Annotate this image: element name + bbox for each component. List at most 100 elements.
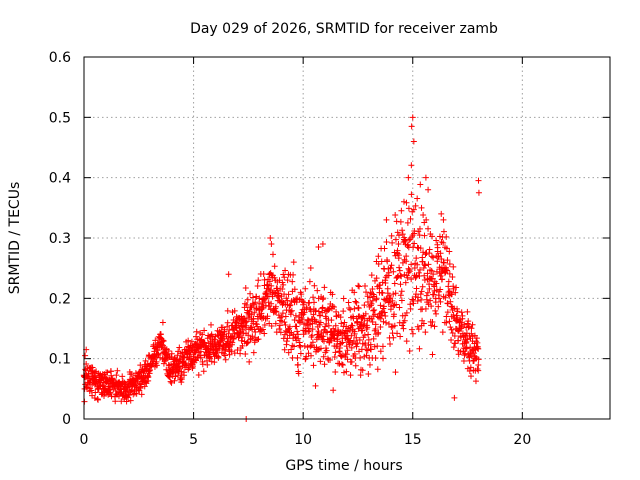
data-point	[281, 319, 288, 326]
data-point	[437, 298, 444, 305]
data-point	[293, 323, 300, 330]
data-point	[395, 232, 402, 239]
data-point	[399, 322, 406, 329]
data-point	[369, 286, 376, 293]
data-point	[437, 250, 444, 257]
data-point	[387, 340, 394, 347]
data-point	[272, 308, 279, 315]
data-point	[461, 321, 468, 328]
data-point	[260, 271, 267, 278]
data-point	[416, 232, 423, 239]
data-point	[268, 241, 275, 248]
data-point	[386, 298, 393, 305]
x-tick-label: 0	[80, 432, 89, 448]
y-tick-label: 0.2	[49, 291, 71, 307]
data-point	[137, 362, 144, 369]
data-point	[475, 189, 482, 196]
data-point	[330, 304, 337, 311]
data-point	[267, 306, 274, 313]
data-point	[417, 245, 424, 252]
data-point	[377, 302, 384, 309]
data-point	[345, 299, 352, 306]
data-point	[468, 373, 475, 380]
data-point	[457, 348, 464, 355]
data-point	[401, 237, 408, 244]
data-point	[372, 321, 379, 328]
data-point	[450, 285, 457, 292]
data-point	[115, 393, 122, 400]
data-point	[311, 282, 318, 289]
data-point	[428, 303, 435, 310]
data-point	[437, 272, 444, 279]
data-point	[395, 255, 402, 262]
data-point	[408, 261, 415, 268]
data-point	[459, 312, 466, 319]
data-point	[314, 287, 321, 294]
data-point	[382, 313, 389, 320]
data-point	[315, 346, 322, 353]
data-point	[433, 268, 440, 275]
data-point	[263, 293, 270, 300]
data-point	[388, 262, 395, 269]
data-point	[259, 326, 266, 333]
data-point	[390, 334, 397, 341]
data-point	[295, 335, 302, 342]
data-point	[298, 291, 305, 298]
data-point	[268, 300, 275, 307]
data-point	[384, 258, 391, 265]
data-point	[261, 330, 268, 337]
data-point	[343, 343, 350, 350]
data-point	[255, 336, 262, 343]
data-point	[166, 374, 173, 381]
data-point	[455, 337, 462, 344]
data-point	[424, 270, 431, 277]
data-point	[287, 301, 294, 308]
data-point	[465, 318, 472, 325]
data-point	[284, 277, 291, 284]
data-point	[454, 308, 461, 315]
data-point	[414, 244, 421, 251]
data-point	[392, 369, 399, 376]
data-point	[444, 309, 451, 316]
data-point	[297, 350, 304, 357]
data-point	[359, 367, 366, 374]
data-point	[347, 372, 354, 379]
data-point	[409, 296, 416, 303]
data-point	[82, 352, 89, 359]
data-point	[319, 241, 326, 248]
data-point	[251, 309, 258, 316]
data-point	[475, 361, 482, 368]
data-point	[160, 337, 167, 344]
data-point	[416, 225, 423, 232]
data-point	[300, 321, 307, 328]
data-point	[185, 337, 192, 344]
data-point	[225, 271, 232, 278]
data-point	[365, 331, 372, 338]
data-point	[307, 343, 314, 350]
data-point	[280, 271, 287, 278]
data-point	[353, 299, 360, 306]
data-point	[422, 305, 429, 312]
data-point	[252, 299, 259, 306]
data-point	[127, 397, 134, 404]
data-point	[176, 344, 183, 351]
data-point	[308, 352, 315, 359]
data-point	[91, 369, 98, 376]
data-point	[440, 239, 447, 246]
data-point	[470, 350, 477, 357]
data-point	[301, 342, 308, 349]
data-point	[195, 372, 202, 379]
data-point	[96, 372, 103, 379]
data-point	[403, 338, 410, 345]
data-point	[377, 324, 384, 331]
data-point	[398, 207, 405, 214]
data-point	[408, 123, 415, 130]
data-point	[465, 324, 472, 331]
data-point	[464, 336, 471, 343]
data-point	[410, 206, 417, 213]
data-point	[320, 338, 327, 345]
data-point	[374, 343, 381, 350]
data-point	[198, 336, 205, 343]
data-point	[415, 269, 422, 276]
